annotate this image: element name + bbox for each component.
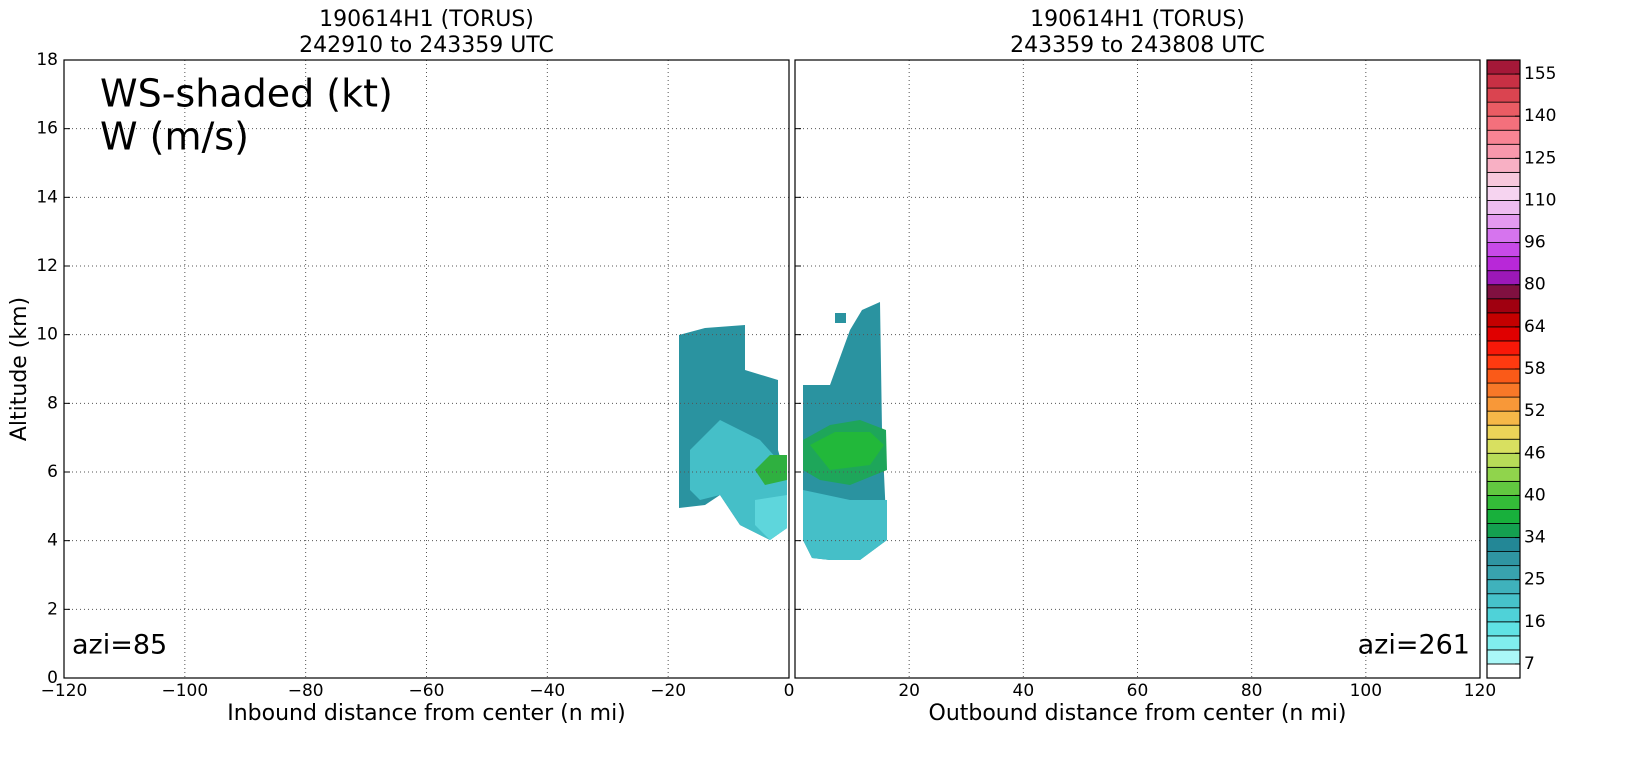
azimuth-label: azi=261 [1358, 630, 1470, 661]
colorbar-band [1486, 551, 1521, 567]
colorbar-band [1486, 663, 1521, 679]
colorbar-band [1486, 621, 1521, 637]
y-tick-label: 10 [36, 325, 58, 345]
chart-subtitle: 242910 to 243359 UTC [299, 33, 554, 58]
colorbar-band [1486, 579, 1521, 595]
plot-frame [63, 59, 790, 679]
colorbar-band [1486, 326, 1521, 342]
colorbar-band [1486, 354, 1521, 370]
colorbar-band [1486, 424, 1521, 440]
colorbar-band [1486, 340, 1521, 356]
shaded-field [679, 302, 887, 560]
colorbar-tick-label: 58 [1524, 359, 1546, 379]
y-tick-label: 8 [47, 393, 58, 413]
colorbar-tick-label: 155 [1524, 64, 1556, 84]
y-tick-label: 6 [47, 462, 58, 482]
colorbar-band [1486, 73, 1521, 89]
x-axis-label: Outbound distance from center (n mi) [929, 701, 1347, 726]
x-tick-label: 80 [1241, 681, 1263, 701]
colorbar-band [1486, 270, 1521, 286]
colorbar-band [1486, 509, 1521, 524]
colorbar-band [1486, 298, 1521, 314]
azimuth-label: azi=85 [72, 630, 167, 661]
y-tick-label: 18 [36, 50, 58, 70]
colorbar-band [1486, 242, 1521, 258]
colorbar-band [1486, 368, 1521, 384]
colorbar-band [1486, 129, 1521, 145]
colorbar-band [1486, 382, 1521, 398]
x-tick-label: −60 [409, 681, 445, 701]
colorbar-band [1486, 466, 1521, 482]
colorbar-band [1486, 214, 1521, 229]
x-tick-label: −80 [288, 681, 324, 701]
colorbar-band [1486, 186, 1521, 201]
colorbar-band [1486, 410, 1521, 426]
colorbar-band [1486, 312, 1521, 328]
colorbar-tick-label: 140 [1524, 106, 1556, 126]
x-tick-label: 0 [784, 681, 795, 701]
y-tick-label: 2 [47, 599, 58, 619]
colorbar-band [1486, 593, 1521, 609]
colorbar-band [1486, 115, 1521, 131]
colorbar-tick-label: 52 [1524, 401, 1546, 421]
colorbar-band [1486, 452, 1521, 468]
x-axis-label: Inbound distance from center (n mi) [227, 701, 626, 726]
x-tick-label: −120 [41, 681, 88, 701]
colorbar-band [1486, 284, 1521, 300]
x-tick-label: −100 [161, 681, 208, 701]
colorbar-tick-label: 64 [1524, 317, 1546, 337]
y-tick-label: 0 [47, 668, 58, 688]
colorbar-frame [1486, 59, 1521, 679]
chart-title: 190614H1 (TORUS) [1030, 7, 1245, 32]
y-axis-label: Altitude (km) [7, 297, 32, 441]
colorbar-band [1486, 157, 1521, 173]
colorbar-band [1486, 649, 1521, 665]
colorbar-band [1486, 143, 1521, 159]
x-tick-label: 60 [1127, 681, 1149, 701]
colorbar-band [1486, 59, 1521, 75]
colorbar-band [1486, 565, 1521, 581]
colorbar-band [1486, 200, 1521, 215]
plot-frame [794, 59, 1481, 679]
colorbar-band [1486, 256, 1521, 272]
x-tick-label: 120 [1464, 681, 1496, 701]
x-tick-label: 20 [898, 681, 920, 701]
chart-title: 190614H1 (TORUS) [319, 7, 534, 32]
colorbar-band [1486, 523, 1521, 538]
colorbar-band [1486, 480, 1521, 496]
x-tick-label: −20 [650, 681, 686, 701]
colorbar-tick-label: 16 [1524, 612, 1546, 632]
y-tick-label: 16 [36, 119, 58, 139]
chart-subtitle: 243359 to 243808 UTC [1010, 33, 1265, 58]
colorbar-tick-label: 96 [1524, 233, 1546, 253]
colorbar-band [1486, 171, 1521, 187]
legend-text: W (m/s) [100, 115, 249, 159]
colorbar-band [1486, 635, 1521, 651]
colorbar-band [1486, 607, 1521, 623]
colorbar-band [1486, 101, 1521, 117]
colorbar-band [1486, 537, 1521, 552]
x-tick-label: 100 [1350, 681, 1382, 701]
colorbar-tick-label: 46 [1524, 443, 1546, 463]
y-tick-label: 12 [36, 256, 58, 276]
colorbar-tick-label: 40 [1524, 485, 1546, 505]
colorbar-band [1486, 438, 1521, 454]
colorbar-band [1486, 228, 1521, 243]
y-tick-label: 14 [36, 187, 58, 207]
colorbar-band [1486, 495, 1521, 510]
legend-text: WS-shaded (kt) [100, 72, 393, 116]
x-tick-label: 40 [1013, 681, 1035, 701]
colorbar-band [1486, 87, 1521, 103]
colorbar-tick-label: 125 [1524, 148, 1556, 168]
colorbar-tick-label: 34 [1524, 528, 1546, 548]
y-tick-label: 4 [47, 531, 58, 551]
x-tick-label: −40 [529, 681, 565, 701]
colorbar-tick-label: 110 [1524, 190, 1556, 210]
colorbar-band [1486, 396, 1521, 412]
colorbar-tick-label: 80 [1524, 275, 1546, 295]
colorbar-tick-label: 7 [1524, 654, 1535, 674]
colorbar-tick-label: 25 [1524, 570, 1546, 590]
